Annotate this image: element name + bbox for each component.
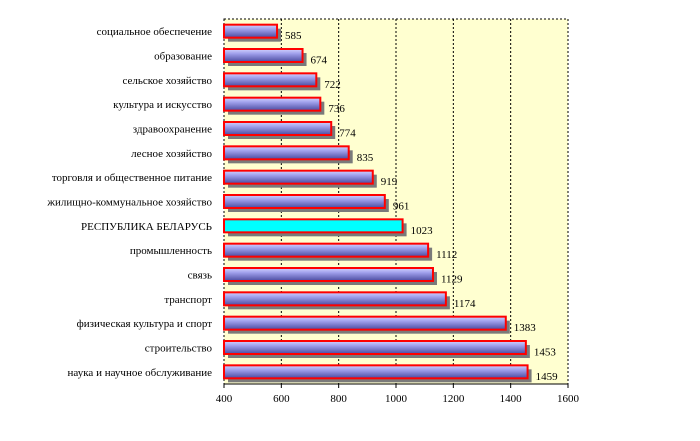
value-label: 585: [285, 30, 302, 42]
category-label: социальное обеспечение: [97, 26, 212, 38]
bar: [223, 169, 374, 185]
value-label: 1383: [514, 322, 537, 334]
bar: [223, 23, 279, 39]
bar: [223, 340, 527, 355]
category-label: транспорт: [164, 294, 212, 306]
value-label: 1112: [436, 249, 457, 261]
bar: [223, 72, 318, 88]
category-label: торговля и общественное питание: [52, 172, 212, 184]
bar: [223, 267, 434, 282]
x-axis: [223, 383, 569, 388]
value-label: 1174: [454, 298, 476, 310]
bar: [223, 242, 430, 258]
x-tick-label: 1600: [557, 393, 580, 405]
category-label: РЕСПУБЛИКА БЕЛАРУСЬ: [81, 221, 212, 233]
tick-labels: 400 600 800 1000 1200 1400 1600: [216, 393, 580, 405]
value-label: 736: [328, 103, 345, 115]
x-tick-label: 400: [216, 393, 233, 405]
bar: [223, 121, 333, 136]
category-label: культура и искусство: [113, 99, 212, 111]
category-label: физическая культура и спорт: [77, 318, 213, 330]
bar: [223, 194, 386, 209]
bar: [223, 364, 529, 380]
value-label: 961: [393, 201, 410, 213]
category-label: здравоохранение: [133, 124, 212, 136]
x-tick-label: 1400: [500, 393, 523, 405]
bar: [223, 145, 350, 161]
category-label: наука и научное обслуживание: [68, 367, 213, 379]
value-label: 1129: [441, 274, 463, 286]
bars: [223, 23, 532, 383]
value-label: 1023: [411, 225, 434, 237]
category-label: жилищно-коммунальное хозяйство: [46, 197, 212, 209]
category-label: образование: [154, 51, 212, 63]
category-label: связь: [188, 270, 212, 282]
value-label: 1459: [536, 371, 559, 383]
bar: [223, 48, 304, 63]
bar: [223, 315, 507, 331]
value-label: 674: [311, 55, 328, 67]
category-labels: социальное обеспечение образование сельско…: [46, 26, 212, 379]
value-label: 835: [357, 152, 374, 164]
category-label: лесное хозяйство: [131, 148, 212, 160]
category-label: промышленность: [130, 245, 212, 257]
x-tick-label: 600: [273, 393, 290, 405]
x-tick-label: 1200: [442, 393, 465, 405]
value-label: 774: [339, 128, 356, 140]
x-tick-label: 1000: [385, 393, 408, 405]
value-label: 722: [324, 79, 341, 91]
value-label: 1453: [534, 347, 557, 359]
bar: [223, 96, 322, 112]
bar: [223, 291, 447, 307]
category-label: сельское хозяйство: [122, 75, 212, 87]
value-label: 919: [381, 176, 398, 188]
bar-highlight: [223, 218, 404, 234]
category-label: строительство: [145, 343, 213, 355]
x-tick-label: 800: [330, 393, 347, 405]
